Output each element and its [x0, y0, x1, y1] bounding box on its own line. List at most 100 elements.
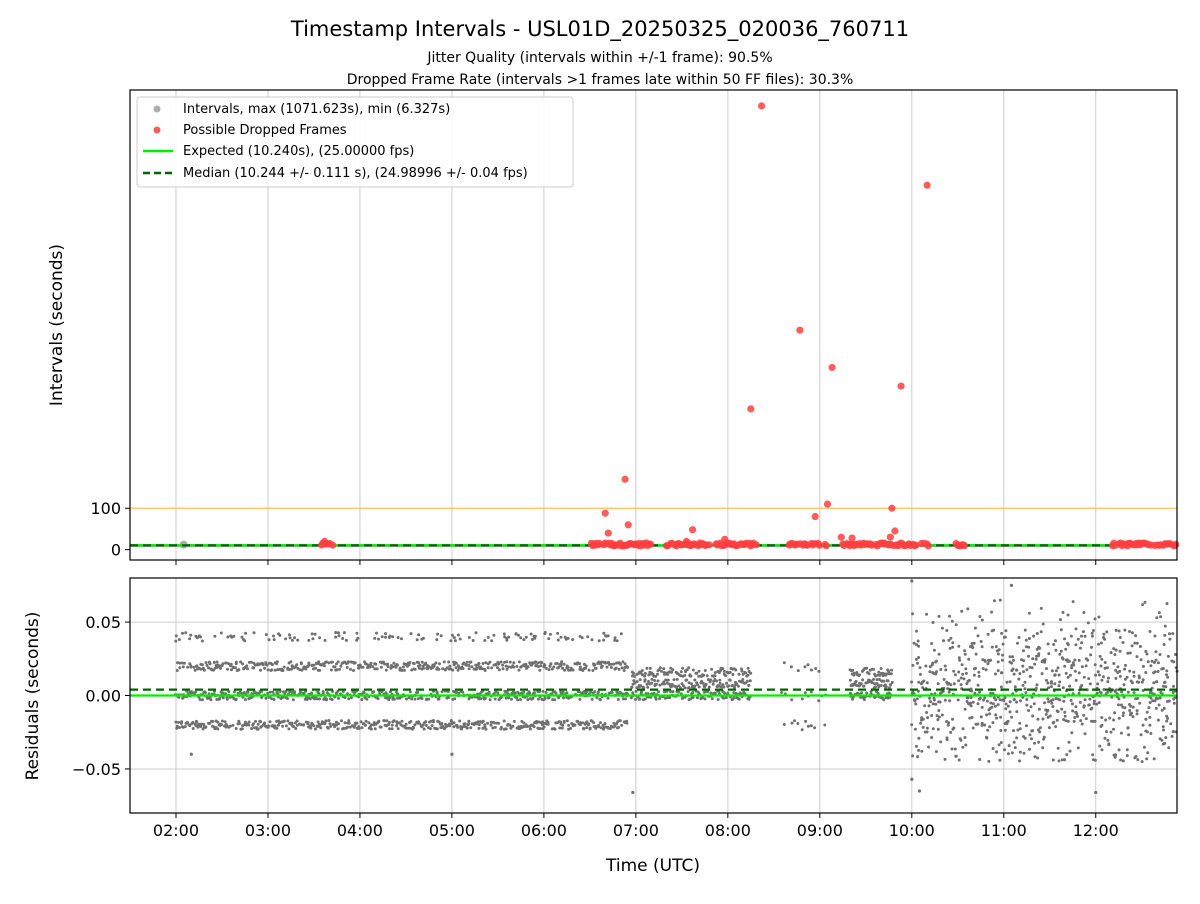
residual-point	[1144, 671, 1148, 674]
residual-point	[1154, 706, 1158, 710]
residual-point	[528, 691, 532, 695]
residual-point	[343, 696, 347, 700]
residual-point	[531, 696, 535, 700]
residual-point	[957, 644, 961, 648]
residual-point	[427, 665, 431, 669]
residual-point	[962, 677, 966, 681]
residual-point	[474, 631, 478, 635]
residual-point	[938, 700, 942, 704]
residual-point	[1003, 728, 1007, 732]
residual-point	[917, 644, 921, 648]
residual-point	[1046, 697, 1050, 701]
residual-point	[239, 660, 243, 664]
residual-point	[356, 636, 360, 640]
residual-point	[705, 674, 709, 678]
residual-point	[340, 719, 343, 723]
residual-point	[713, 671, 717, 675]
residual-point	[308, 697, 312, 701]
residual-point	[671, 668, 675, 672]
residual-point	[1084, 664, 1088, 668]
residual-point	[796, 669, 800, 673]
x-tick-label: 11:00	[981, 821, 1027, 840]
residual-point	[376, 697, 380, 701]
residual-point	[447, 696, 451, 699]
residual-point	[867, 672, 871, 676]
residual-point	[272, 638, 276, 642]
residual-point	[951, 641, 955, 645]
residual-point	[592, 721, 596, 725]
residual-point	[1136, 697, 1140, 700]
residual-point	[1019, 699, 1022, 703]
residual-point	[184, 631, 188, 635]
residual-point	[337, 696, 340, 700]
residual-point	[1027, 654, 1030, 658]
residual-point	[1117, 748, 1121, 752]
residual-point	[590, 697, 594, 701]
residual-point	[947, 721, 951, 725]
residual-point	[945, 629, 949, 632]
residual-point	[480, 667, 484, 671]
residual-point	[188, 724, 192, 728]
residual-point	[978, 690, 982, 694]
residual-point	[943, 664, 947, 668]
residual-point	[1001, 642, 1005, 646]
residual-point	[593, 690, 597, 694]
residual-point	[573, 723, 577, 727]
residual-point	[1008, 680, 1012, 684]
residual-point	[1049, 685, 1053, 689]
residual-point	[1171, 730, 1175, 734]
residual-point	[359, 720, 363, 724]
residual-point	[352, 669, 355, 672]
residual-point	[994, 713, 998, 717]
residual-point	[288, 690, 292, 694]
residual-point	[990, 645, 994, 649]
residual-point	[483, 669, 487, 672]
residual-point	[1016, 641, 1019, 645]
residual-point	[913, 727, 917, 731]
residual-point	[1054, 639, 1057, 643]
residual-point	[1018, 727, 1022, 731]
residual-point	[1047, 686, 1051, 690]
residual-point	[552, 665, 556, 669]
residual-point	[1100, 723, 1104, 727]
residual-point	[347, 697, 351, 701]
residual-point	[817, 669, 821, 673]
residual-point	[1000, 658, 1004, 662]
residual-point	[1012, 729, 1015, 733]
residual-point	[1167, 746, 1171, 750]
residual-point	[980, 721, 984, 725]
chart-subtitle-dropped: Dropped Frame Rate (intervals >1 frames …	[347, 72, 854, 88]
residual-point	[204, 661, 208, 665]
residual-point	[997, 743, 1001, 747]
residual-point	[1121, 714, 1125, 718]
residual-point	[862, 684, 866, 688]
residual-point	[541, 720, 545, 724]
residual-point	[1162, 643, 1166, 646]
residual-point	[268, 720, 272, 724]
residual-point	[1135, 709, 1139, 713]
residual-point	[638, 697, 642, 701]
residual-point	[240, 692, 244, 696]
residual-point	[178, 726, 181, 730]
residual-point	[956, 698, 960, 702]
residual-point	[914, 744, 918, 748]
residual-point	[476, 720, 480, 724]
residual-point	[325, 691, 329, 695]
residual-point	[349, 667, 352, 671]
residual-point	[555, 661, 559, 665]
residual-point	[535, 719, 539, 723]
residual-point	[630, 685, 634, 689]
residual-point	[507, 635, 511, 639]
residual-point	[226, 667, 229, 671]
residual-point	[650, 677, 654, 681]
residual-point	[1060, 707, 1064, 711]
residual-point	[1076, 714, 1079, 718]
residual-point	[711, 682, 715, 686]
residual-point	[1008, 655, 1012, 659]
residual-point	[1154, 658, 1158, 662]
residual-point	[992, 628, 996, 632]
residual-point	[554, 691, 558, 695]
residual-point	[449, 639, 453, 643]
residual-point	[1095, 691, 1099, 695]
